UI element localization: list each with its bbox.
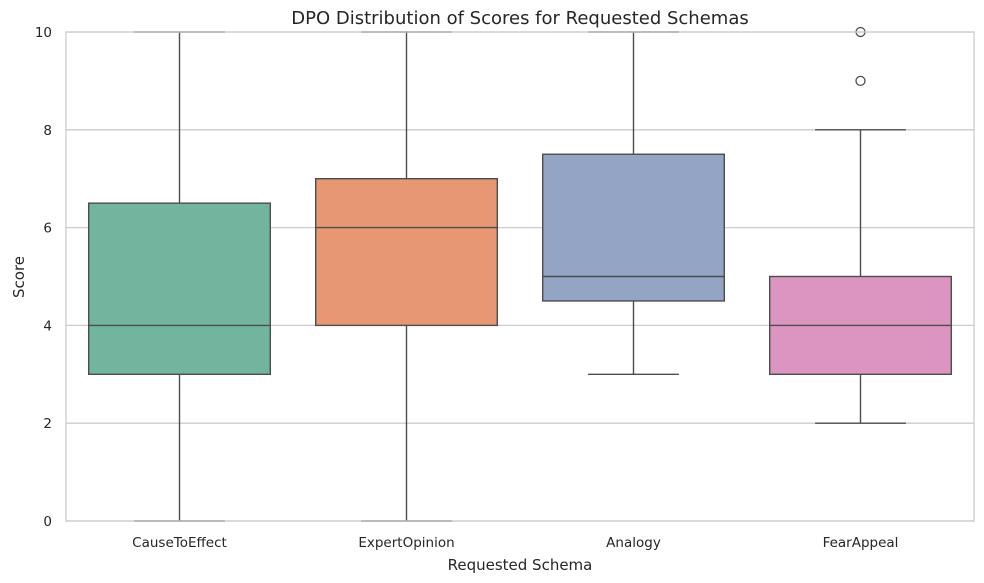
y-tick-label: 8 [43,123,52,139]
y-axis-label: Score [10,256,28,298]
y-tick-label: 10 [35,25,52,41]
x-tick-labels: CauseToEffect ExpertOpinion Analogy FearApp… [132,535,898,551]
y-tick-label: 0 [43,514,52,530]
box-FearAppeal [769,26,953,424]
box-ExpertOpinion [315,31,499,522]
iqr-box [87,202,272,375]
outlier-point [855,75,866,87]
box-CauseToEffect [87,31,272,522]
x-tick-label: Analogy [606,535,661,551]
chart-title: DPO Distribution of Scores for Requested… [291,8,748,29]
plot-frame [65,31,975,522]
box-Analogy [542,31,726,375]
y-tick-labels: 0 2 4 6 8 10 [35,25,52,530]
boxes [87,26,953,522]
y-tick-label: 4 [43,318,52,334]
iqr-box [542,153,726,302]
x-tick-label: FearAppeal [823,535,899,551]
y-tick-label: 2 [43,416,52,432]
x-tick-label: CauseToEffect [132,535,227,551]
x-axis-label: Requested Schema [448,556,593,574]
x-tick-label: ExpertOpinion [358,535,454,551]
iqr-box [315,177,499,327]
y-tick-label: 6 [43,221,52,237]
